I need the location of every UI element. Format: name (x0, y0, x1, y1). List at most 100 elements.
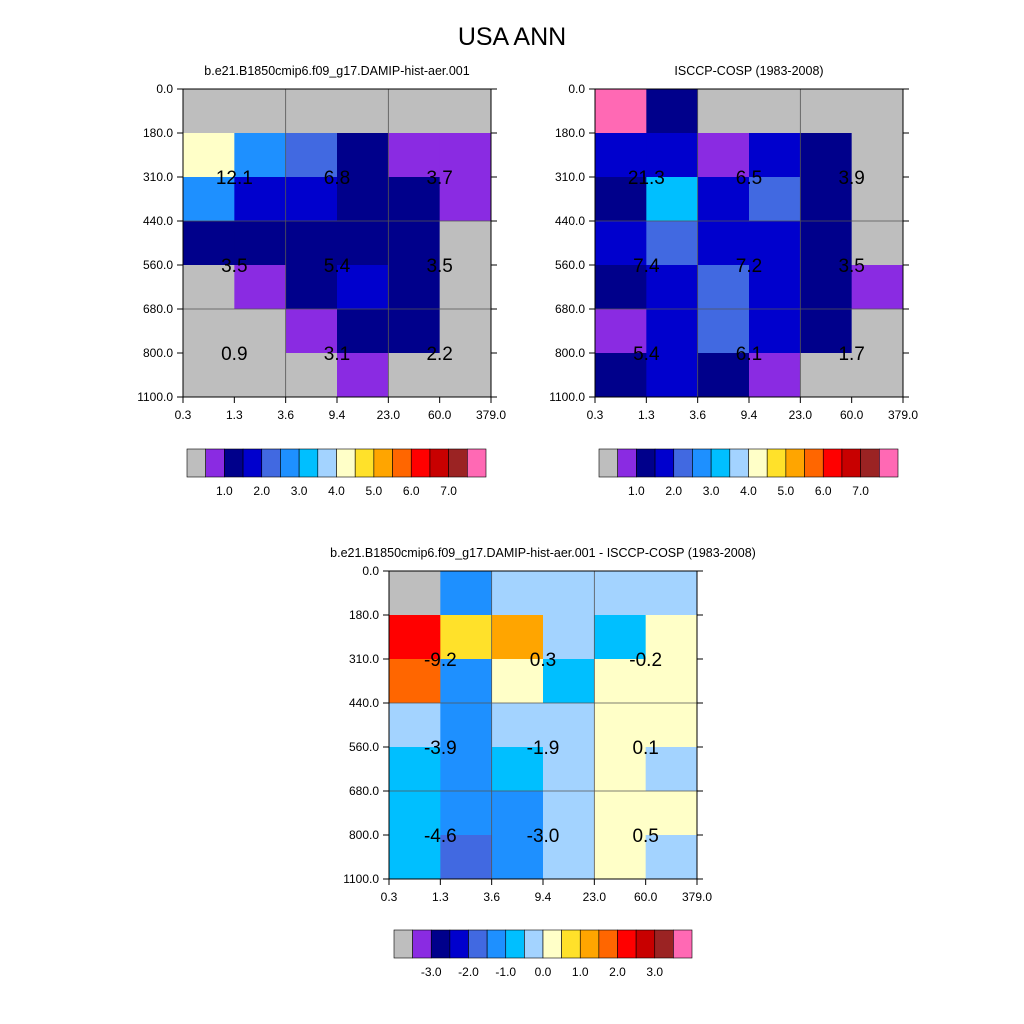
colorbar-box (354, 448, 375, 478)
heatmap-cell (285, 133, 338, 178)
heatmap-cell (440, 571, 493, 616)
colorbar-box (860, 448, 880, 478)
colorbar-box (785, 448, 805, 478)
heatmap-cell (440, 615, 493, 660)
panel-2: ISCCP-COSP (1983-2008) 0.0 180.0 310.0 440.0… (549, 64, 918, 498)
heatmap-cell (697, 221, 750, 266)
heatmap-cell (800, 309, 853, 354)
colorbar-label: 3.0 (703, 484, 720, 498)
y-tick-label: 0.0 (362, 564, 379, 578)
colorbar-label: 3.0 (291, 484, 308, 498)
block-value-label: -1.9 (527, 738, 560, 759)
heatmap-cell (800, 221, 853, 266)
heatmap-cell (749, 265, 801, 310)
x-tick-label: 379.0 (888, 408, 918, 422)
heatmap-cell (851, 177, 904, 222)
heatmap-cell (439, 177, 492, 222)
y-tick-label: 680.0 (349, 784, 379, 798)
colorbar: 1.0 2.0 3.0 4.0 5.0 6.0 7.0 (598, 448, 899, 498)
colorbar-box (654, 448, 675, 478)
heatmap-cell (646, 265, 699, 310)
heatmap-cell (851, 353, 904, 398)
y-tick-label: 680.0 (143, 302, 173, 316)
x-tick-label: 9.4 (741, 408, 758, 422)
heatmap-cell (183, 353, 235, 398)
heatmap-cell (440, 791, 493, 836)
block-value-label: 3.1 (324, 344, 350, 365)
heatmap-cell (491, 615, 544, 660)
colorbar-box (261, 448, 281, 478)
colorbar-box (242, 448, 263, 478)
y-tick-label: 310.0 (349, 652, 379, 666)
heatmap-cell (645, 835, 698, 880)
heatmap-cell (491, 791, 544, 836)
y-tick-label: 1100.0 (343, 872, 379, 886)
y-tick-label: 180.0 (349, 608, 379, 622)
colorbar-box (617, 929, 637, 959)
block-value-label: -4.6 (424, 826, 457, 847)
y-tick-label: 800.0 (143, 346, 173, 360)
colorbar-box (410, 448, 431, 478)
heatmap-cell (646, 89, 699, 134)
block-value-label: 6.1 (736, 344, 762, 365)
heatmap-cell (645, 791, 698, 836)
heatmap-cell (594, 747, 647, 792)
heatmap-cell (595, 177, 647, 222)
heatmap-cell (388, 309, 441, 354)
block-value-label: 3.5 (426, 256, 452, 277)
heatmap-cell (543, 659, 595, 704)
heatmap-cell (440, 659, 493, 704)
colorbar-box (317, 448, 337, 478)
colorbar-label: 3.0 (646, 965, 663, 979)
colorbar-label: 2.0 (609, 965, 626, 979)
heatmap-cell (851, 265, 904, 310)
colorbar-box (224, 448, 244, 478)
heatmap-cell (800, 265, 853, 310)
heatmap-cell (543, 615, 595, 660)
block-value-label: 3.5 (838, 256, 864, 277)
colorbar-box (766, 448, 787, 478)
block-value-label: 0.1 (632, 738, 658, 759)
block-value-label: -3.0 (527, 826, 560, 847)
heatmap-cell (285, 221, 338, 266)
colorbar-box (635, 929, 656, 959)
heatmap-cell (234, 309, 287, 354)
heatmap-cell (234, 89, 287, 134)
x-tick-label: 1.3 (226, 408, 243, 422)
heatmap-cell (594, 835, 647, 880)
heatmap-cell (645, 703, 698, 748)
block-value-label: 3.9 (838, 168, 864, 189)
colorbar-box (298, 448, 319, 478)
colorbar-box (392, 448, 412, 478)
heatmap-cell (697, 133, 750, 178)
heatmap-cell (389, 703, 441, 748)
y-tick-label: 560.0 (555, 258, 585, 272)
colorbar-box (673, 929, 693, 959)
heatmap-cell (388, 177, 441, 222)
heatmap-cell (646, 177, 699, 222)
heatmap-cell (389, 747, 441, 792)
heatmap-cell (851, 89, 904, 134)
x-tick-label: 1.3 (638, 408, 655, 422)
heatmap-cell (594, 791, 647, 836)
heatmap-cell (337, 177, 389, 222)
x-tick-label: 0.3 (175, 408, 192, 422)
x-tick-label: 0.3 (381, 890, 398, 904)
block-value-label: -3.9 (424, 738, 457, 759)
colorbar-label: 6.0 (403, 484, 420, 498)
heatmap-cell (234, 353, 287, 398)
heatmap-cell (749, 89, 801, 134)
block-value-label: -0.2 (629, 650, 662, 671)
heatmap-cell (389, 615, 441, 660)
heatmap-cell (389, 571, 441, 616)
heatmap-cell (440, 747, 493, 792)
colorbar-label: 2.0 (665, 484, 682, 498)
colorbar-box (186, 448, 206, 478)
heatmap-cell (749, 177, 801, 222)
panel-title: b.e21.B1850cmip6.f09_g17.DAMIP-hist-aer.… (204, 64, 469, 78)
block-value-label: 12.1 (216, 168, 253, 189)
colorbar-label: 1.0 (572, 965, 589, 979)
heatmap-cell (543, 747, 595, 792)
colorbar-box (448, 448, 468, 478)
